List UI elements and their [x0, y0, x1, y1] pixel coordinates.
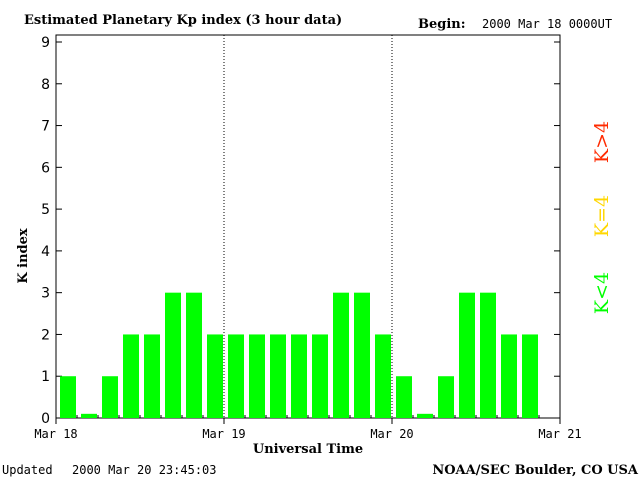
updated-value: 2000 Mar 20 23:45:03 — [72, 463, 217, 477]
kp-bar — [249, 334, 265, 418]
kp-bar — [102, 376, 118, 418]
begin-value: 2000 Mar 18 0000UT — [482, 17, 612, 31]
kp-bar — [144, 334, 160, 418]
y-tick-label: 5 — [41, 202, 50, 218]
y-tick-label: 0 — [41, 411, 50, 427]
y-axis-label: K index — [16, 228, 31, 284]
legend-k-less-4: K<4 — [591, 272, 613, 314]
kp-bar — [459, 292, 475, 418]
kp-bar — [417, 413, 433, 418]
kp-bar — [354, 292, 370, 418]
kp-bar — [333, 292, 349, 418]
begin-label: Begin: — [418, 17, 466, 32]
kp-bar — [186, 292, 202, 418]
kp-bar — [165, 292, 181, 418]
source-credit: NOAA/SEC Boulder, CO USA — [432, 463, 639, 478]
y-tick-label: 2 — [41, 327, 50, 343]
kp-bar — [123, 334, 139, 418]
kp-bar — [480, 292, 496, 418]
kp-bar — [207, 334, 223, 418]
y-tick-label: 9 — [41, 35, 50, 51]
y-tick-label: 4 — [41, 244, 50, 260]
kp-bar — [438, 376, 454, 418]
kp-bar — [501, 334, 517, 418]
kp-bar — [522, 334, 538, 418]
y-tick-label: 3 — [41, 286, 50, 302]
y-tick-label: 8 — [41, 77, 50, 93]
legend-k-greater-4: K>4 — [591, 121, 613, 163]
kp-bar — [60, 376, 76, 418]
kp-bar — [270, 334, 286, 418]
plot-area: 0 1 2 3 4 5 6 7 8 9 Mar 18 Mar 19 Mar 20 Mar 21 — [34, 34, 582, 441]
kp-bar — [81, 413, 97, 418]
kp-bar — [291, 334, 307, 418]
y-tick-label: 6 — [41, 160, 50, 176]
x-tick-label: Mar 19 — [202, 427, 245, 441]
x-tick-label: Mar 21 — [538, 427, 581, 441]
kp-bar — [228, 334, 244, 418]
x-tick-label: Mar 20 — [370, 427, 413, 441]
x-tick-label: Mar 18 — [34, 427, 77, 441]
updated-label: Updated — [2, 463, 53, 477]
kp-bar — [396, 376, 412, 418]
chart-title: Estimated Planetary Kp index (3 hour dat… — [24, 13, 342, 28]
y-tick-label: 1 — [41, 369, 50, 385]
kp-bar — [312, 334, 328, 418]
x-axis-label: Universal Time — [253, 442, 363, 457]
y-tick-label: 7 — [41, 119, 50, 135]
legend-k-equal-4: K=4 — [591, 195, 613, 237]
kp-bar — [375, 334, 391, 418]
